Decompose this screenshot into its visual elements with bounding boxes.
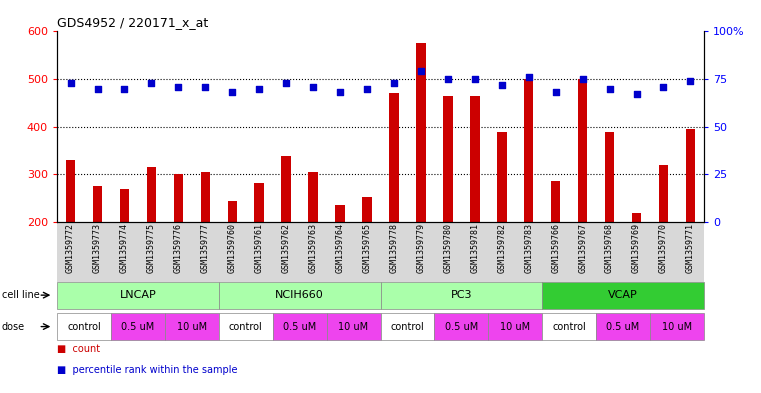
- Point: [442, 76, 454, 82]
- Point: [495, 82, 508, 88]
- Point: [469, 76, 481, 82]
- Bar: [578, 79, 587, 222]
- Bar: [66, 160, 75, 222]
- Text: control: control: [390, 321, 425, 332]
- Point: [658, 84, 670, 90]
- Point: [549, 89, 562, 95]
- Text: control: control: [67, 321, 101, 332]
- Bar: [524, 79, 533, 222]
- Text: NCIH660: NCIH660: [275, 290, 324, 300]
- Bar: [228, 200, 237, 222]
- Bar: [605, 132, 614, 222]
- Point: [415, 68, 427, 75]
- Bar: [686, 129, 695, 222]
- Text: 0.5 uM: 0.5 uM: [607, 321, 640, 332]
- Bar: [390, 94, 399, 222]
- Text: 0.5 uM: 0.5 uM: [283, 321, 317, 332]
- Text: 10 uM: 10 uM: [177, 321, 207, 332]
- Point: [684, 78, 696, 84]
- Text: GDS4952 / 220171_x_at: GDS4952 / 220171_x_at: [57, 16, 209, 29]
- Bar: [632, 213, 642, 222]
- Text: cell line: cell line: [2, 290, 40, 300]
- Bar: [147, 167, 156, 222]
- Point: [226, 89, 238, 95]
- Text: 0.5 uM: 0.5 uM: [444, 321, 478, 332]
- Text: ■  percentile rank within the sample: ■ percentile rank within the sample: [57, 365, 237, 375]
- Point: [577, 76, 589, 82]
- Text: 10 uM: 10 uM: [662, 321, 692, 332]
- Point: [523, 74, 535, 80]
- Text: PC3: PC3: [451, 290, 472, 300]
- Bar: [336, 206, 345, 222]
- Text: 10 uM: 10 uM: [500, 321, 530, 332]
- Bar: [497, 132, 507, 222]
- Text: 0.5 uM: 0.5 uM: [121, 321, 154, 332]
- Point: [603, 85, 616, 92]
- Point: [307, 84, 319, 90]
- Bar: [308, 172, 318, 222]
- Bar: [362, 197, 371, 222]
- Bar: [254, 183, 264, 222]
- Text: control: control: [552, 321, 586, 332]
- Bar: [416, 43, 425, 222]
- Bar: [551, 181, 560, 222]
- Point: [361, 85, 373, 92]
- Bar: [659, 165, 668, 222]
- Text: 10 uM: 10 uM: [339, 321, 368, 332]
- Text: VCAP: VCAP: [608, 290, 638, 300]
- Bar: [201, 172, 210, 222]
- Point: [65, 80, 77, 86]
- Bar: [470, 96, 479, 222]
- Point: [91, 85, 103, 92]
- Point: [145, 80, 158, 86]
- Point: [280, 80, 292, 86]
- Bar: [174, 174, 183, 222]
- Point: [388, 80, 400, 86]
- Bar: [282, 156, 291, 222]
- Point: [253, 85, 266, 92]
- Point: [119, 85, 131, 92]
- Bar: [93, 186, 102, 222]
- Text: control: control: [229, 321, 263, 332]
- Text: LNCAP: LNCAP: [119, 290, 156, 300]
- Text: dose: dose: [2, 321, 24, 332]
- Point: [199, 84, 212, 90]
- Text: ■  count: ■ count: [57, 344, 100, 354]
- Point: [334, 89, 346, 95]
- Bar: [119, 189, 129, 222]
- Point: [630, 91, 642, 97]
- Bar: [443, 96, 453, 222]
- Point: [172, 84, 184, 90]
